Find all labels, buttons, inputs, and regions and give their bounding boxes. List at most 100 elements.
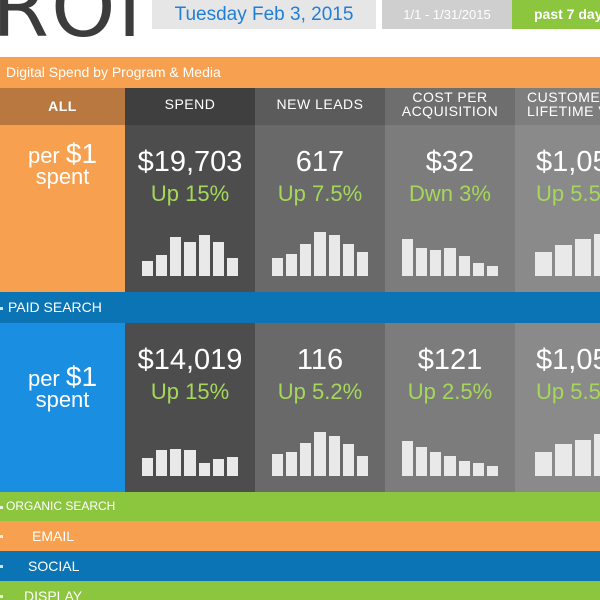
sparkbar (272, 258, 284, 276)
sparkbar (170, 237, 182, 276)
sparkbar (198, 235, 210, 276)
metric-value: $1,05 (536, 146, 600, 178)
metric-cell-customer-lifetime-value[interactable]: $1,05 Up 5.5 (515, 125, 600, 292)
sparkbar-chart (402, 232, 498, 276)
metric-cell-spend[interactable]: $14,019 Up 15% (125, 323, 255, 492)
sparkbar (430, 250, 442, 276)
sparkbar (342, 243, 354, 276)
sparkbar (574, 439, 592, 476)
bullet-icon (0, 535, 3, 538)
sparkbar (458, 460, 470, 476)
column-header-new-leads[interactable]: NEW LEADS (255, 88, 385, 125)
sparkbar (184, 450, 196, 476)
sparkbar (212, 242, 224, 276)
sparkbar (356, 456, 368, 476)
sparkbar (198, 462, 210, 476)
metric-cell-new-leads[interactable]: 116 Up 5.2% (255, 323, 385, 492)
metric-cell-customer-lifetime-value[interactable]: $1,05 Up 5.5 (515, 323, 600, 492)
sparkbar (212, 459, 224, 476)
sparkbar-chart (272, 232, 368, 276)
sparkbar (184, 241, 196, 276)
bullet-icon (0, 306, 3, 310)
sparkbar (156, 255, 168, 276)
column-header-all[interactable]: ALL (0, 88, 125, 125)
header-line: CUSTOMER (527, 89, 600, 105)
metric-value: $121 (417, 344, 483, 376)
sparkbar (286, 254, 298, 276)
sparkbar (142, 458, 154, 476)
header-line: LIFETIME VALUE (527, 103, 600, 119)
sparkbar (272, 454, 284, 476)
sparkbar-chart (142, 232, 238, 276)
sparkbar (226, 257, 238, 276)
sparkbar (535, 251, 552, 276)
bullet-icon (0, 565, 3, 568)
metric-cell-new-leads[interactable]: 617 Up 7.5% (255, 125, 385, 292)
sparkbar (574, 238, 592, 276)
channel-band-social[interactable]: SOCIAL (0, 551, 600, 581)
sparkbar (300, 243, 312, 276)
sparkbar (416, 447, 428, 476)
per-amount: $1 (65, 361, 98, 392)
header-line: ACQUISITION (401, 103, 499, 119)
sparkbar (156, 449, 168, 476)
sparkbar (472, 262, 484, 276)
sparkbar (594, 234, 600, 276)
logo: ROI (0, 0, 144, 56)
sparkbar (416, 247, 428, 276)
sparkbar (328, 436, 340, 476)
per-text: per $1 (27, 138, 98, 169)
sparkbar (314, 232, 326, 276)
metric-change: Up 15% (150, 379, 230, 404)
column-header-spend[interactable]: SPEND (125, 88, 255, 125)
sparkbar (402, 440, 414, 476)
column-header-customer-lifetime-value[interactable]: CUSTOMER LIFETIME VALUE (515, 88, 600, 125)
sparkbar (486, 466, 498, 476)
column-header-cost-per-acquisition[interactable]: COST PER ACQUISITION (385, 88, 515, 125)
sparkbar (170, 448, 182, 476)
date-range-button[interactable]: 1/1 - 1/31/2015 (382, 0, 512, 29)
date-display: Tuesday Feb 3, 2015 (152, 0, 376, 29)
metric-value: $14,019 (137, 344, 243, 376)
sparkbar (286, 451, 298, 476)
sparkbar (486, 266, 498, 276)
sparkbar (594, 434, 600, 476)
sparkbar (430, 451, 442, 476)
channel-band-organic-search[interactable]: ORGANIC SEARCH (0, 492, 600, 521)
sparkbar (535, 451, 552, 476)
bullet-icon (0, 505, 3, 509)
metric-change: Up 2.5% (407, 379, 493, 404)
channel-band-display[interactable]: DISPLAY (0, 581, 600, 600)
metric-value: 617 (295, 146, 345, 178)
sparkbar (356, 252, 368, 276)
header-line: COST PER (412, 89, 488, 105)
metric-change: Up 5.5 (536, 181, 600, 206)
per-text: per $1 (27, 361, 98, 392)
sparkbar-chart (402, 432, 498, 476)
spent-text: spent (35, 387, 90, 412)
sparkbar (314, 432, 326, 476)
sparkbar (226, 457, 238, 476)
channel-band-paid-search[interactable]: PAID SEARCH (0, 292, 600, 323)
sparkbar (142, 261, 154, 276)
channel-band-email[interactable]: EMAIL (0, 521, 600, 551)
metric-cell-spend[interactable]: $19,703 Up 15% (125, 125, 255, 292)
metric-value: $1,05 (536, 344, 600, 376)
metric-cell-cost-per-acquisition[interactable]: $121 Up 2.5% (385, 323, 515, 492)
metric-cell-cost-per-acquisition[interactable]: $32 Dwn 3% (385, 125, 515, 292)
section-title: Digital Spend by Program & Media (0, 57, 600, 88)
period-button[interactable]: past 7 days (512, 0, 600, 29)
sparkbar (328, 235, 340, 276)
sparkbar-chart (535, 232, 600, 276)
metric-change: Up 5.2% (277, 379, 363, 404)
metric-change: Up 15% (150, 181, 230, 206)
sparkbar (444, 248, 456, 276)
sparkbar (342, 444, 354, 476)
metric-change: Dwn 3% (409, 181, 491, 206)
metric-value: 116 (296, 344, 344, 376)
sparkbar (458, 256, 470, 276)
sparkbar (444, 456, 456, 476)
sparkbar-chart (272, 432, 368, 476)
sparkbar (300, 443, 312, 476)
per-amount: $1 (65, 138, 98, 169)
